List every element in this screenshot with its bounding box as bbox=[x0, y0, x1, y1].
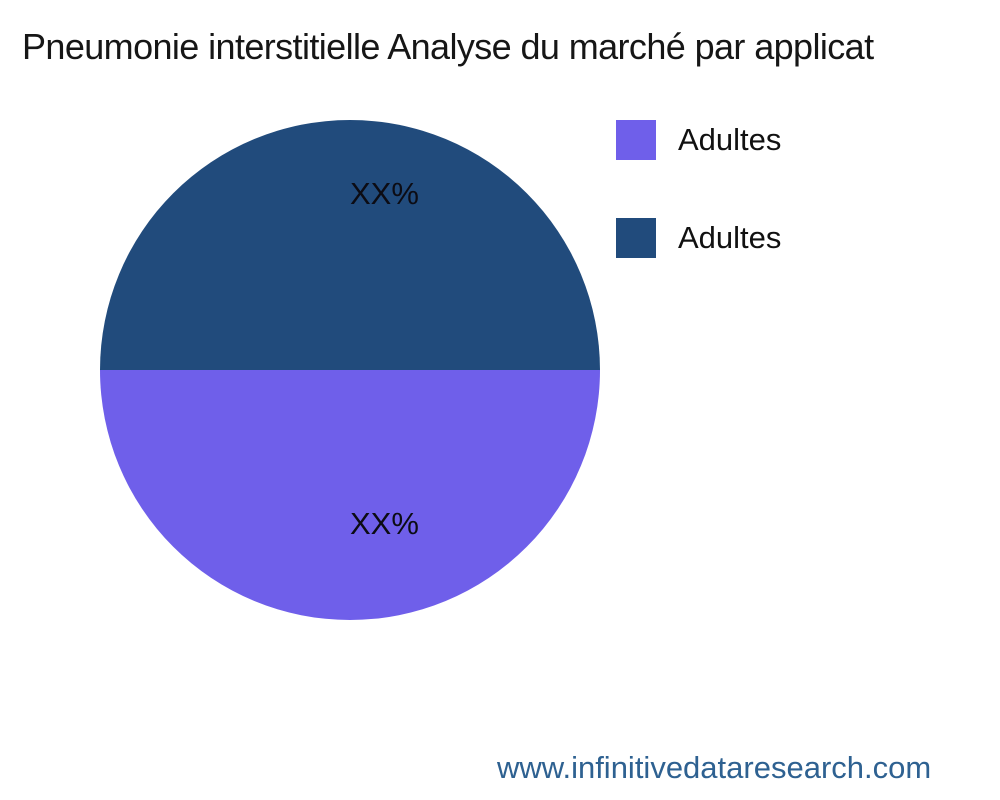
pie-slice-top bbox=[100, 120, 600, 370]
legend-item-adultes-navy: Adultes bbox=[616, 218, 781, 258]
legend: Adultes Adultes bbox=[616, 120, 781, 258]
legend-label: Adultes bbox=[678, 122, 782, 157]
footer-website-link[interactable]: www.infinitivedataresearch.com bbox=[497, 750, 932, 785]
legend-label: Adultes bbox=[678, 220, 782, 255]
pie-chart bbox=[100, 120, 600, 620]
pie-slice-bottom bbox=[100, 370, 600, 620]
legend-item-adultes-purple: Adultes bbox=[616, 120, 781, 160]
legend-swatch-navy bbox=[616, 218, 656, 258]
slice-value-label-bottom: XX% bbox=[350, 506, 419, 541]
slice-value-label-top: XX% bbox=[350, 176, 419, 211]
chart-title: Pneumonie interstitielle Analyse du marc… bbox=[22, 26, 874, 67]
legend-swatch-purple bbox=[616, 120, 656, 160]
